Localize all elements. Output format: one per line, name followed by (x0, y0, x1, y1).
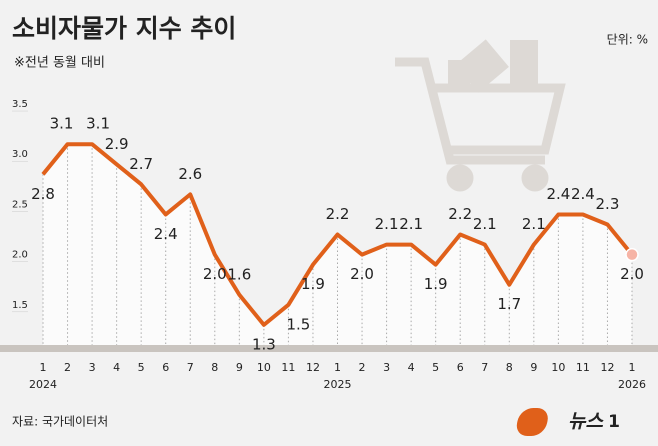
x-tick-label: 8 (211, 361, 218, 374)
x-tick-label: 3 (383, 361, 390, 374)
data-label: 2.1 (399, 215, 423, 233)
line (41, 142, 634, 327)
data-label: 3.1 (50, 115, 74, 133)
x-tick-label: 1 (334, 361, 341, 374)
data-label: 3.1 (86, 115, 110, 133)
data-label: 2.4 (571, 185, 595, 203)
data-label: 2.2 (326, 205, 350, 223)
x-tick-label: 12 (600, 361, 614, 374)
x-tick-label: 5 (138, 361, 145, 374)
x-tick-label: 7 (187, 361, 194, 374)
x-tick-label: 1 (40, 361, 47, 374)
x-tick-label: 3 (89, 361, 96, 374)
year-label: 2025 (324, 378, 352, 391)
x-tick-label: 4 (408, 361, 415, 374)
y-tick-label: 2.5 (12, 199, 28, 210)
x-tick-label: 10 (551, 361, 565, 374)
y-tick-label: 1.5 (12, 300, 28, 311)
x-axis-band (0, 345, 658, 352)
data-label: 2.1 (522, 215, 546, 233)
x-tick-label: 11 (576, 361, 590, 374)
x-tick-label: 9 (530, 361, 537, 374)
unit: 단위: % (607, 33, 648, 47)
data-label: 2.1 (473, 215, 497, 233)
data-label: 2.0 (620, 265, 644, 283)
data-label: 2.0 (350, 265, 374, 283)
logo-badge (516, 408, 548, 436)
x-tick-label: 4 (113, 361, 120, 374)
x-tick-label: 2 (359, 361, 366, 374)
x-tick-label: 5 (432, 361, 439, 374)
end-marker (625, 247, 639, 262)
data-label: 2.6 (178, 165, 202, 183)
x-tick-label: 11 (281, 361, 295, 374)
cart-illustration (395, 57, 566, 192)
data-label: 1.3 (252, 335, 276, 353)
x-tick-label: 2 (64, 361, 71, 374)
y-tick-label: 3.5 (12, 99, 28, 110)
year-label: 2024 (29, 378, 57, 391)
data-label: 2.2 (448, 205, 472, 223)
data-label: 2.7 (129, 155, 153, 173)
data-label: 2.8 (31, 185, 55, 203)
data-label: 2.3 (596, 195, 620, 213)
x-tick-label: 10 (257, 361, 271, 374)
data-label: 1.5 (286, 315, 310, 333)
y-tick-label: 2.0 (12, 250, 28, 261)
logo-text: 뉴스 (568, 411, 604, 433)
data-label: 2.4 (154, 225, 178, 243)
x-tick-label: 12 (306, 361, 320, 374)
data-label: 1.7 (497, 295, 521, 313)
data-label: 2.9 (105, 135, 129, 153)
data-label: 2.0 (203, 265, 227, 283)
subtitle: ※전년 동월 대비 (14, 56, 105, 71)
x-tick-label: 6 (162, 361, 169, 374)
cart-goods (448, 39, 538, 93)
data-label: 1.9 (301, 275, 325, 293)
x-tick-label: 8 (506, 361, 513, 374)
data-label: 2.1 (375, 215, 399, 233)
data-label: 1.9 (424, 275, 448, 293)
data-label: 2.4 (546, 185, 570, 203)
logo-badge-text: 1 (608, 412, 620, 432)
x-tick-label: 1 (629, 361, 636, 374)
x-tick-label: 7 (481, 361, 488, 374)
y-tick-label: 3.0 (12, 149, 28, 160)
x-tick-label: 6 (457, 361, 464, 374)
chart-title: 소비자물가 지수 추이 (12, 14, 236, 43)
source: 자료: 국가데이터처 (12, 415, 108, 429)
year-label: 2026 (618, 378, 646, 391)
data-label: 1.6 (227, 265, 251, 283)
x-tick-label: 9 (236, 361, 243, 374)
